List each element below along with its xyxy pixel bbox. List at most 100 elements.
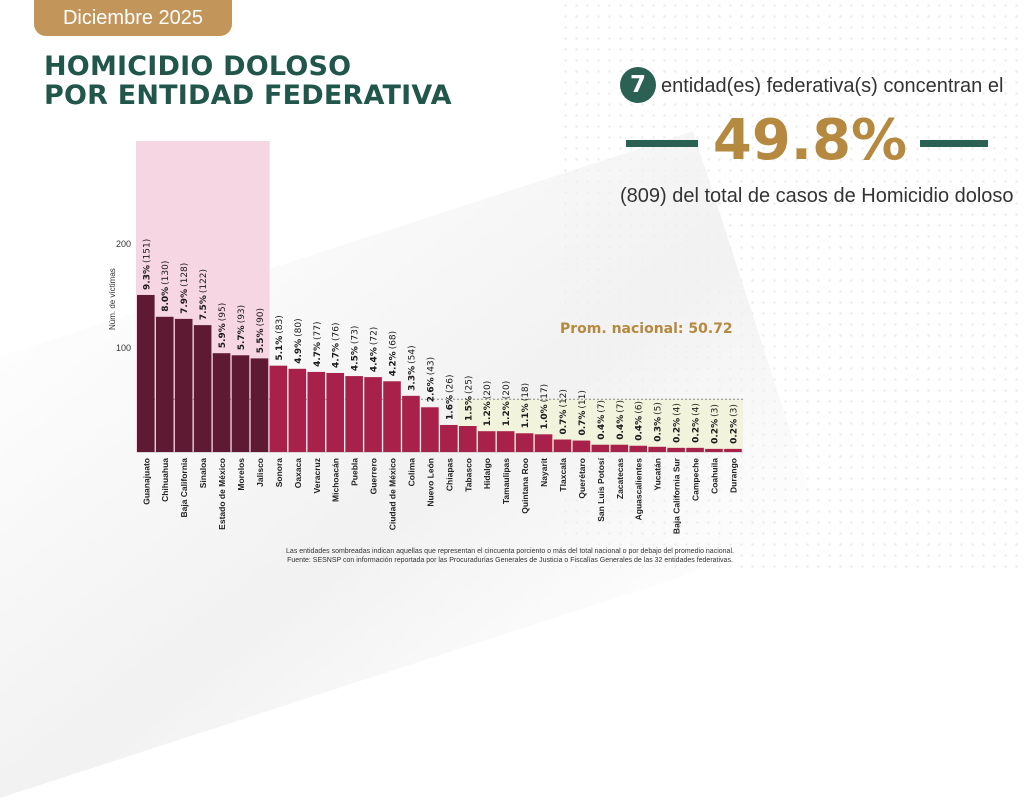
value-percent-8: 4.9%: [294, 339, 304, 364]
value-count-27: (5): [654, 402, 664, 415]
concentration-percent: 49.8%: [712, 108, 908, 173]
y-tick-label-0: 100: [116, 343, 131, 353]
value-count-1: (130): [161, 261, 171, 285]
category-label-1: Chihuahua: [160, 458, 170, 502]
value-percent-19: 1.2%: [502, 401, 512, 426]
value-percent-31: 0.2%: [729, 419, 739, 444]
value-label-13: 4.2% (68): [389, 331, 399, 376]
category-label-28: Baja California Sur: [672, 457, 682, 534]
value-percent-30: 0.2%: [711, 419, 721, 444]
category-label-18: Hidalgo: [482, 458, 492, 489]
category-label-10: Michoacán: [331, 458, 341, 502]
value-count-17: (25): [464, 376, 474, 394]
value-count-20: (18): [521, 383, 531, 401]
bar-28: [667, 447, 685, 452]
page-title-line-1: HOMICIDIO DOLOSO: [44, 51, 352, 82]
category-label-19: Tamaulipas: [501, 458, 511, 504]
value-count-28: (4): [673, 403, 683, 416]
value-count-11: (73): [351, 326, 361, 344]
bar-23: [572, 440, 591, 452]
bar-31: [724, 448, 742, 452]
y-axis-ticks: 100 200: [116, 239, 131, 353]
bar-21: [534, 434, 553, 452]
value-label-12: 4.4% (72): [370, 327, 380, 372]
bar-4: [212, 353, 231, 452]
value-percent-22: 0.7%: [559, 410, 569, 435]
category-label-25: Zacatecas: [615, 458, 625, 499]
concentration-subtitle: (809) del total de casos de Homicidio do…: [620, 185, 1014, 207]
category-label-24: San Luis Potosí: [596, 457, 606, 521]
bar-22: [553, 439, 572, 452]
value-count-22: (12): [559, 389, 569, 407]
bar-11: [345, 376, 363, 452]
value-percent-6: 5.5%: [256, 328, 266, 353]
category-label-23: Querétaro: [577, 458, 587, 499]
value-count-30: (3): [711, 404, 721, 417]
category-label-14: Colima: [406, 458, 416, 487]
value-percent-15: 2.6%: [426, 377, 436, 402]
category-label-5: Morelos: [236, 458, 246, 491]
value-label-9: 4.7% (77): [313, 321, 323, 366]
value-labels: 9.3% (151) 8.0% (130) 7.9% (128) 7.5% (122) 5.9%…: [142, 239, 739, 444]
value-count-13: (68): [389, 331, 399, 349]
value-count-6: (90): [256, 308, 266, 326]
entity-count-text: entidad(es) federativa(s) concentran el: [661, 75, 1004, 97]
value-label-30: 0.2% (3): [711, 404, 721, 444]
date-tab: Diciembre 2025: [34, 0, 232, 36]
bar-3: [193, 325, 212, 452]
value-count-8: (80): [294, 318, 304, 336]
category-label-11: Puebla: [350, 458, 360, 486]
bar-0: [137, 294, 155, 452]
value-label-19: 1.2% (20): [502, 381, 512, 426]
value-percent-9: 4.7%: [313, 342, 323, 367]
value-count-2: (128): [180, 263, 190, 287]
value-count-5: (93): [237, 305, 247, 323]
value-label-17: 1.5% (25): [464, 376, 474, 421]
value-label-18: 1.2% (20): [483, 381, 493, 426]
value-count-29: (4): [692, 403, 702, 416]
percent-left-rule: [626, 140, 698, 147]
bar-8: [288, 368, 307, 452]
bar-2: [174, 318, 193, 452]
bar-26: [629, 445, 648, 452]
value-percent-3: 7.5%: [199, 295, 209, 320]
value-percent-29: 0.2%: [692, 418, 702, 443]
bar-19: [496, 431, 515, 452]
value-percent-4: 5.9%: [218, 323, 228, 348]
page-title: HOMICIDIO DOLOSO POR ENTIDAD FEDERATIVA: [44, 52, 452, 110]
value-label-22: 0.7% (12): [559, 389, 569, 434]
value-percent-28: 0.2%: [673, 418, 683, 443]
bar-14: [402, 395, 420, 452]
value-percent-5: 5.7%: [237, 325, 247, 350]
value-label-10: 4.7% (76): [332, 323, 342, 368]
category-label-7: Sonora: [274, 458, 284, 488]
value-count-9: (77): [313, 321, 323, 339]
value-count-12: (72): [370, 327, 380, 345]
value-count-0: (151): [142, 239, 152, 263]
national-average-label: Prom. nacional: 50.72: [560, 321, 733, 337]
value-label-3: 7.5% (122): [199, 269, 209, 320]
value-label-16: 1.6% (26): [445, 375, 455, 420]
value-percent-16: 1.6%: [445, 395, 455, 420]
category-label-31: Durango: [728, 458, 738, 493]
percent-right-rule: [920, 140, 988, 147]
value-label-24: 0.4% (7): [597, 400, 607, 440]
bar-18: [477, 431, 496, 452]
value-label-8: 4.9% (80): [294, 318, 304, 363]
value-count-26: (6): [635, 401, 645, 414]
category-label-2: Baja California: [179, 458, 189, 518]
value-count-10: (76): [332, 323, 342, 341]
value-label-21: 1.0% (17): [540, 384, 550, 429]
value-count-25: (7): [616, 400, 626, 413]
bar-17: [458, 426, 477, 452]
value-label-29: 0.2% (4): [692, 403, 702, 443]
value-label-23: 0.7% (11): [578, 390, 588, 435]
category-label-8: Oaxaca: [293, 458, 303, 489]
value-label-0: 9.3% (151): [142, 239, 152, 290]
value-label-7: 5.1% (83): [275, 315, 285, 360]
category-label-12: Guerrero: [369, 458, 379, 494]
bar-25: [610, 444, 629, 452]
value-count-24: (7): [597, 400, 607, 413]
value-count-18: (20): [483, 381, 493, 399]
value-percent-0: 9.3%: [142, 265, 152, 290]
